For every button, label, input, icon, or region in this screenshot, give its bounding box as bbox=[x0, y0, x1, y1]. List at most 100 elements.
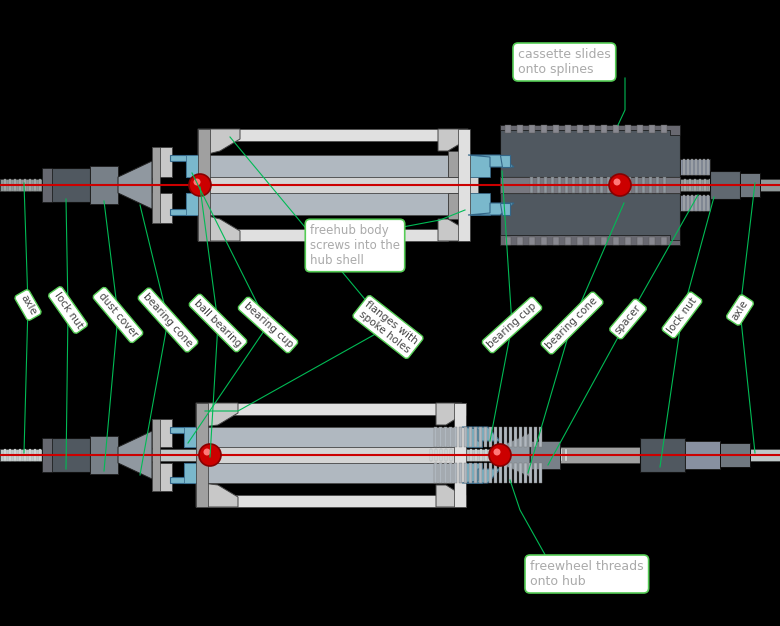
Polygon shape bbox=[152, 419, 172, 447]
Polygon shape bbox=[74, 179, 76, 191]
Polygon shape bbox=[439, 427, 442, 447]
Polygon shape bbox=[529, 125, 535, 133]
Polygon shape bbox=[198, 229, 448, 241]
Polygon shape bbox=[694, 179, 696, 191]
Polygon shape bbox=[565, 449, 567, 461]
Polygon shape bbox=[468, 203, 514, 215]
Polygon shape bbox=[544, 177, 547, 185]
Polygon shape bbox=[196, 495, 466, 507]
Polygon shape bbox=[462, 427, 500, 441]
Circle shape bbox=[489, 444, 511, 466]
Text: bearing cone: bearing cone bbox=[544, 295, 600, 351]
Polygon shape bbox=[489, 463, 492, 483]
Polygon shape bbox=[196, 427, 466, 447]
Polygon shape bbox=[196, 483, 238, 507]
Polygon shape bbox=[9, 179, 11, 191]
Polygon shape bbox=[468, 193, 490, 215]
Polygon shape bbox=[198, 129, 240, 155]
Polygon shape bbox=[519, 463, 522, 483]
Polygon shape bbox=[560, 449, 562, 461]
Circle shape bbox=[609, 174, 631, 196]
Polygon shape bbox=[649, 177, 652, 185]
Polygon shape bbox=[454, 463, 457, 483]
Polygon shape bbox=[565, 125, 571, 133]
Polygon shape bbox=[152, 147, 160, 223]
Polygon shape bbox=[90, 166, 118, 204]
Polygon shape bbox=[540, 449, 542, 461]
Polygon shape bbox=[649, 237, 655, 245]
Text: spacer: spacer bbox=[613, 302, 643, 336]
Polygon shape bbox=[54, 179, 56, 191]
Polygon shape bbox=[530, 441, 560, 469]
Polygon shape bbox=[484, 427, 487, 447]
Polygon shape bbox=[470, 449, 472, 461]
Polygon shape bbox=[613, 125, 619, 133]
Polygon shape bbox=[714, 179, 716, 191]
Polygon shape bbox=[74, 449, 76, 461]
Polygon shape bbox=[558, 185, 561, 193]
Text: bearing cup: bearing cup bbox=[242, 300, 295, 349]
Polygon shape bbox=[490, 449, 492, 461]
Polygon shape bbox=[474, 427, 477, 447]
Polygon shape bbox=[689, 179, 691, 191]
Polygon shape bbox=[468, 155, 490, 177]
Polygon shape bbox=[703, 159, 705, 175]
Polygon shape bbox=[661, 237, 667, 245]
Polygon shape bbox=[699, 179, 701, 191]
Circle shape bbox=[189, 174, 211, 196]
Polygon shape bbox=[656, 185, 659, 193]
Polygon shape bbox=[196, 403, 238, 427]
Polygon shape bbox=[462, 463, 482, 483]
Polygon shape bbox=[475, 449, 477, 461]
Polygon shape bbox=[479, 427, 482, 447]
Polygon shape bbox=[152, 147, 172, 177]
Polygon shape bbox=[69, 179, 71, 191]
Polygon shape bbox=[565, 237, 571, 245]
Polygon shape bbox=[454, 427, 457, 447]
Polygon shape bbox=[539, 427, 542, 447]
Polygon shape bbox=[89, 179, 91, 191]
Polygon shape bbox=[9, 449, 11, 461]
Polygon shape bbox=[455, 449, 457, 461]
Polygon shape bbox=[39, 449, 41, 461]
Polygon shape bbox=[551, 185, 554, 193]
Polygon shape bbox=[589, 237, 595, 245]
Polygon shape bbox=[509, 463, 512, 483]
Polygon shape bbox=[49, 179, 51, 191]
Polygon shape bbox=[500, 155, 510, 167]
Polygon shape bbox=[24, 449, 26, 461]
Polygon shape bbox=[565, 177, 568, 185]
Polygon shape bbox=[695, 195, 697, 211]
Polygon shape bbox=[517, 125, 523, 133]
Polygon shape bbox=[498, 433, 530, 477]
Circle shape bbox=[193, 178, 200, 185]
Polygon shape bbox=[683, 195, 685, 211]
Polygon shape bbox=[680, 179, 780, 191]
Circle shape bbox=[199, 444, 221, 466]
Polygon shape bbox=[661, 125, 667, 133]
Polygon shape bbox=[529, 463, 532, 483]
Polygon shape bbox=[530, 449, 532, 461]
Polygon shape bbox=[505, 125, 511, 133]
Polygon shape bbox=[593, 185, 596, 193]
Polygon shape bbox=[19, 449, 21, 461]
Polygon shape bbox=[464, 427, 467, 447]
Polygon shape bbox=[642, 177, 645, 185]
Polygon shape bbox=[24, 179, 26, 191]
Polygon shape bbox=[541, 125, 547, 133]
Polygon shape bbox=[152, 419, 160, 491]
Polygon shape bbox=[558, 177, 561, 185]
Polygon shape bbox=[198, 215, 240, 241]
Polygon shape bbox=[649, 185, 652, 193]
Text: bearing cone: bearing cone bbox=[141, 291, 194, 349]
Polygon shape bbox=[438, 219, 468, 241]
Polygon shape bbox=[0, 449, 780, 461]
Polygon shape bbox=[614, 185, 617, 193]
Polygon shape bbox=[500, 177, 680, 193]
Polygon shape bbox=[448, 193, 470, 219]
Polygon shape bbox=[42, 168, 52, 202]
Polygon shape bbox=[196, 403, 208, 507]
Polygon shape bbox=[504, 427, 507, 447]
Polygon shape bbox=[577, 237, 583, 245]
Polygon shape bbox=[79, 449, 81, 461]
